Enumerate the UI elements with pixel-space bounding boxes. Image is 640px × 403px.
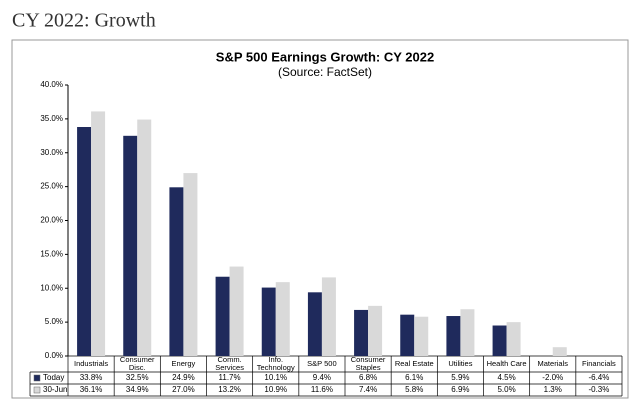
value-label: 11.7%	[219, 373, 241, 382]
legend-label: Today	[43, 373, 64, 382]
value-label: 34.9%	[126, 385, 149, 394]
bar	[492, 325, 507, 356]
value-label: 24.9%	[172, 373, 195, 382]
value-label: 1.3%	[544, 385, 562, 394]
bar	[400, 314, 415, 356]
bar	[229, 266, 244, 356]
x-tick-label: Utilities	[448, 359, 473, 368]
x-tick-label: Industrials	[73, 359, 109, 368]
y-tick-label: 35.0%	[40, 114, 63, 123]
value-label: 6.9%	[451, 385, 469, 394]
value-label: 5.8%	[405, 385, 423, 394]
value-label: 5.9%	[451, 373, 469, 382]
chart-subtitle: (Source: FactSet)	[278, 65, 372, 79]
bar	[307, 292, 322, 356]
x-tick-label: Financials	[582, 359, 616, 368]
y-tick-label: 25.0%	[40, 182, 63, 191]
legend-swatch	[33, 386, 41, 394]
legend-label: 30-Jun	[43, 385, 67, 394]
page-heading: CY 2022: Growth	[12, 10, 156, 32]
bar	[137, 119, 152, 356]
bar	[169, 187, 184, 356]
value-label: 4.5%	[497, 373, 515, 382]
x-tick-label: Health Care	[486, 359, 527, 368]
value-label: 11.6%	[311, 385, 333, 394]
y-tick-label: 15.0%	[40, 249, 63, 258]
value-label: 5.0%	[497, 385, 515, 394]
value-label: 27.0%	[172, 385, 195, 394]
bar	[261, 287, 276, 356]
x-tick-label: Consumer Disc.	[119, 355, 155, 372]
legend-swatch	[33, 374, 41, 382]
chart-frame	[11, 39, 629, 399]
value-label: 10.9%	[264, 385, 287, 394]
y-tick-label: 40.0%	[40, 80, 63, 89]
x-tick-label: Energy	[171, 359, 196, 368]
value-label: 7.4%	[359, 385, 377, 394]
bar	[552, 347, 567, 356]
x-tick-label: Consumer Staples	[350, 355, 386, 372]
y-tick-label: 10.0%	[40, 283, 63, 292]
value-label: -6.4%	[588, 373, 609, 382]
value-label: 10.1%	[264, 373, 287, 382]
bar	[321, 277, 336, 356]
bar	[77, 127, 92, 356]
chart-title: S&P 500 Earnings Growth: CY 2022	[216, 49, 434, 64]
value-label: 36.1%	[80, 385, 103, 394]
x-tick-label: Comm. Services	[215, 355, 244, 372]
x-tick-label: Materials	[537, 359, 568, 368]
bar	[354, 309, 369, 356]
bar	[275, 282, 290, 356]
data-table-lines	[29, 355, 623, 397]
bar	[368, 305, 383, 356]
x-tick-label: Info. Technology	[256, 355, 295, 372]
y-tick-label: 5.0%	[45, 317, 63, 326]
value-label: 33.8%	[80, 373, 103, 382]
x-tick-label: S&P 500	[307, 359, 337, 368]
bars	[77, 111, 567, 356]
x-tick-label: Real Estate	[394, 359, 434, 368]
bar	[506, 322, 521, 356]
value-label: -2.0%	[542, 373, 563, 382]
bar	[123, 135, 138, 356]
bar	[215, 276, 230, 356]
bar	[460, 309, 475, 356]
value-label: 6.1%	[405, 373, 423, 382]
value-label: -0.3%	[588, 385, 609, 394]
bar	[446, 316, 461, 356]
y-tick-label: 30.0%	[40, 148, 63, 157]
y-tick-label: 0.0%	[45, 351, 63, 360]
value-label: 32.5%	[126, 373, 149, 382]
value-label: 6.8%	[359, 373, 377, 382]
value-label: 9.4%	[313, 373, 331, 382]
y-tick-label: 20.0%	[40, 216, 63, 225]
bar	[183, 173, 198, 356]
bar	[91, 111, 106, 356]
bar	[414, 316, 429, 356]
value-label: 13.2%	[218, 385, 241, 394]
